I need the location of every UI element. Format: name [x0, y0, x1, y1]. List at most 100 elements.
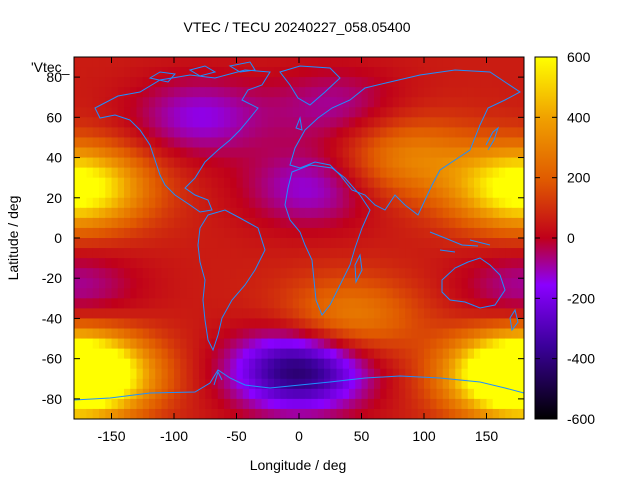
heatmap-cell — [280, 127, 288, 139]
heatmap-cell — [474, 147, 481, 159]
heatmap-cell — [505, 127, 513, 139]
heatmap-cell — [324, 67, 331, 78]
heatmap-cell — [405, 77, 413, 88]
heatmap-cell — [136, 338, 144, 350]
heatmap-cell — [480, 398, 488, 410]
heatmap-cell — [186, 408, 194, 419]
heatmap-cell — [430, 107, 438, 118]
heatmap-cell — [480, 378, 488, 390]
heatmap-cell — [311, 147, 319, 159]
heatmap-cell — [499, 378, 506, 390]
heatmap-cell — [417, 258, 425, 269]
heatmap-cell — [205, 107, 213, 118]
heatmap-cell — [149, 157, 156, 169]
heatmap-cell — [324, 368, 331, 380]
x-tick-label: 50 — [354, 428, 370, 444]
heatmap-cell — [411, 378, 419, 390]
heatmap-cell — [192, 388, 200, 400]
heatmap-cell — [99, 288, 106, 299]
heatmap-cell — [442, 288, 450, 299]
heatmap-cell — [492, 107, 500, 118]
heatmap-cell — [424, 197, 431, 209]
heatmap-cell — [224, 288, 231, 299]
heatmap-cell — [336, 378, 344, 390]
heatmap-cell — [349, 258, 356, 269]
heatmap-cell — [142, 107, 150, 118]
heatmap-cell — [330, 77, 338, 88]
heatmap-cell — [417, 238, 425, 249]
heatmap-cell — [486, 87, 494, 98]
heatmap-cell — [467, 57, 475, 68]
heatmap-cell — [74, 117, 81, 128]
heatmap-cell — [161, 137, 169, 149]
heatmap-cell — [342, 77, 350, 88]
heatmap-cell — [80, 217, 88, 229]
heatmap-cell — [199, 368, 206, 380]
heatmap-cell — [167, 77, 175, 88]
heatmap-cell — [467, 238, 475, 249]
heatmap-cell — [336, 358, 344, 370]
heatmap-cell — [180, 117, 188, 128]
heatmap-cell — [367, 358, 375, 370]
heatmap-cell — [342, 157, 350, 169]
heatmap-cell — [155, 107, 163, 118]
heatmap-cell — [286, 398, 294, 410]
heatmap-cell — [442, 338, 450, 350]
heatmap-cell — [461, 278, 469, 289]
heatmap-cell — [142, 137, 150, 149]
heatmap-cell — [474, 238, 481, 249]
heatmap-cell — [124, 67, 131, 78]
heatmap-cell — [192, 278, 200, 289]
heatmap-cell — [461, 348, 469, 360]
heatmap-cell — [399, 408, 406, 419]
heatmap-cell — [330, 358, 338, 370]
heatmap-cell — [217, 97, 225, 108]
heatmap-cell — [405, 217, 413, 229]
heatmap-cell — [449, 278, 456, 289]
heatmap-cell — [505, 388, 513, 400]
heatmap-cell — [286, 348, 294, 360]
heatmap-cell — [455, 67, 463, 78]
heatmap-cell — [411, 248, 419, 259]
heatmap-cell — [430, 398, 438, 410]
heatmap-cell — [505, 77, 513, 88]
heatmap-cell — [499, 207, 506, 219]
heatmap-cell — [267, 248, 275, 259]
heatmap-cell — [236, 378, 244, 390]
heatmap-cell — [299, 177, 306, 189]
x-tick-label: 0 — [295, 428, 303, 444]
heatmap-cell — [180, 368, 188, 380]
heatmap-cell — [155, 238, 163, 249]
heatmap-cell — [349, 87, 356, 98]
heatmap-cell — [474, 408, 481, 419]
heatmap-cell — [155, 298, 163, 309]
heatmap-cell — [217, 298, 225, 309]
heatmap-cell — [511, 57, 519, 68]
heatmap-cell — [499, 338, 506, 350]
heatmap-cell — [461, 298, 469, 309]
heatmap-cell — [292, 87, 300, 98]
heatmap-cell — [424, 388, 431, 400]
heatmap-cell — [155, 368, 163, 380]
heatmap-cell — [161, 258, 169, 269]
heatmap-cell — [167, 187, 175, 199]
heatmap-cell — [186, 388, 194, 400]
heatmap-cell — [267, 318, 275, 330]
heatmap-cell — [155, 217, 163, 229]
heatmap-cell — [92, 378, 100, 390]
heatmap-cell — [455, 338, 463, 350]
heatmap-cell — [392, 238, 400, 249]
heatmap-cell — [86, 167, 94, 179]
heatmap-cell — [267, 157, 275, 169]
heatmap-cell — [142, 217, 150, 229]
heatmap-cell — [230, 57, 238, 68]
heatmap-cell — [174, 127, 181, 139]
heatmap-cell — [517, 197, 524, 209]
heatmap-cell — [292, 207, 300, 219]
heatmap-cell — [211, 238, 219, 249]
heatmap-cell — [474, 97, 481, 108]
heatmap-cell — [211, 187, 219, 199]
heatmap-cell — [299, 248, 306, 259]
heatmap-cell — [374, 278, 381, 289]
heatmap-cell — [124, 157, 131, 169]
